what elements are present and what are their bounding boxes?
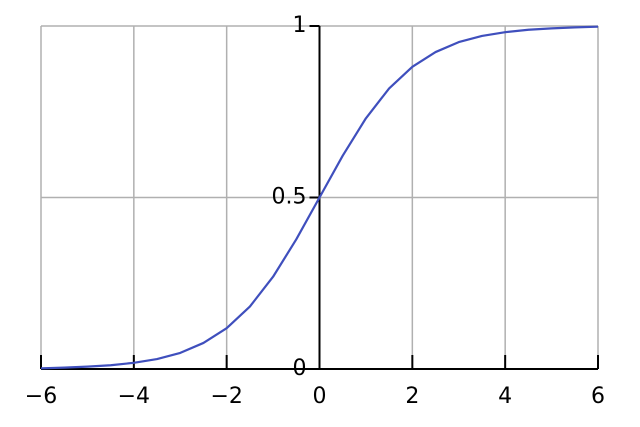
y-tick-label: 0 xyxy=(293,356,307,381)
y-tick-label: 1 xyxy=(293,13,307,38)
line-series xyxy=(40,25,599,370)
x-tick-label: −4 xyxy=(118,384,150,409)
x-tick-label: 4 xyxy=(498,384,512,409)
x-tick-label: 2 xyxy=(405,384,419,409)
y-tick-label: 0.5 xyxy=(272,185,307,210)
x-tick-label: 6 xyxy=(591,384,605,409)
x-tick-label: 0 xyxy=(313,384,327,409)
x-tick-label: −2 xyxy=(210,384,242,409)
x-tick-label: −6 xyxy=(25,384,57,409)
